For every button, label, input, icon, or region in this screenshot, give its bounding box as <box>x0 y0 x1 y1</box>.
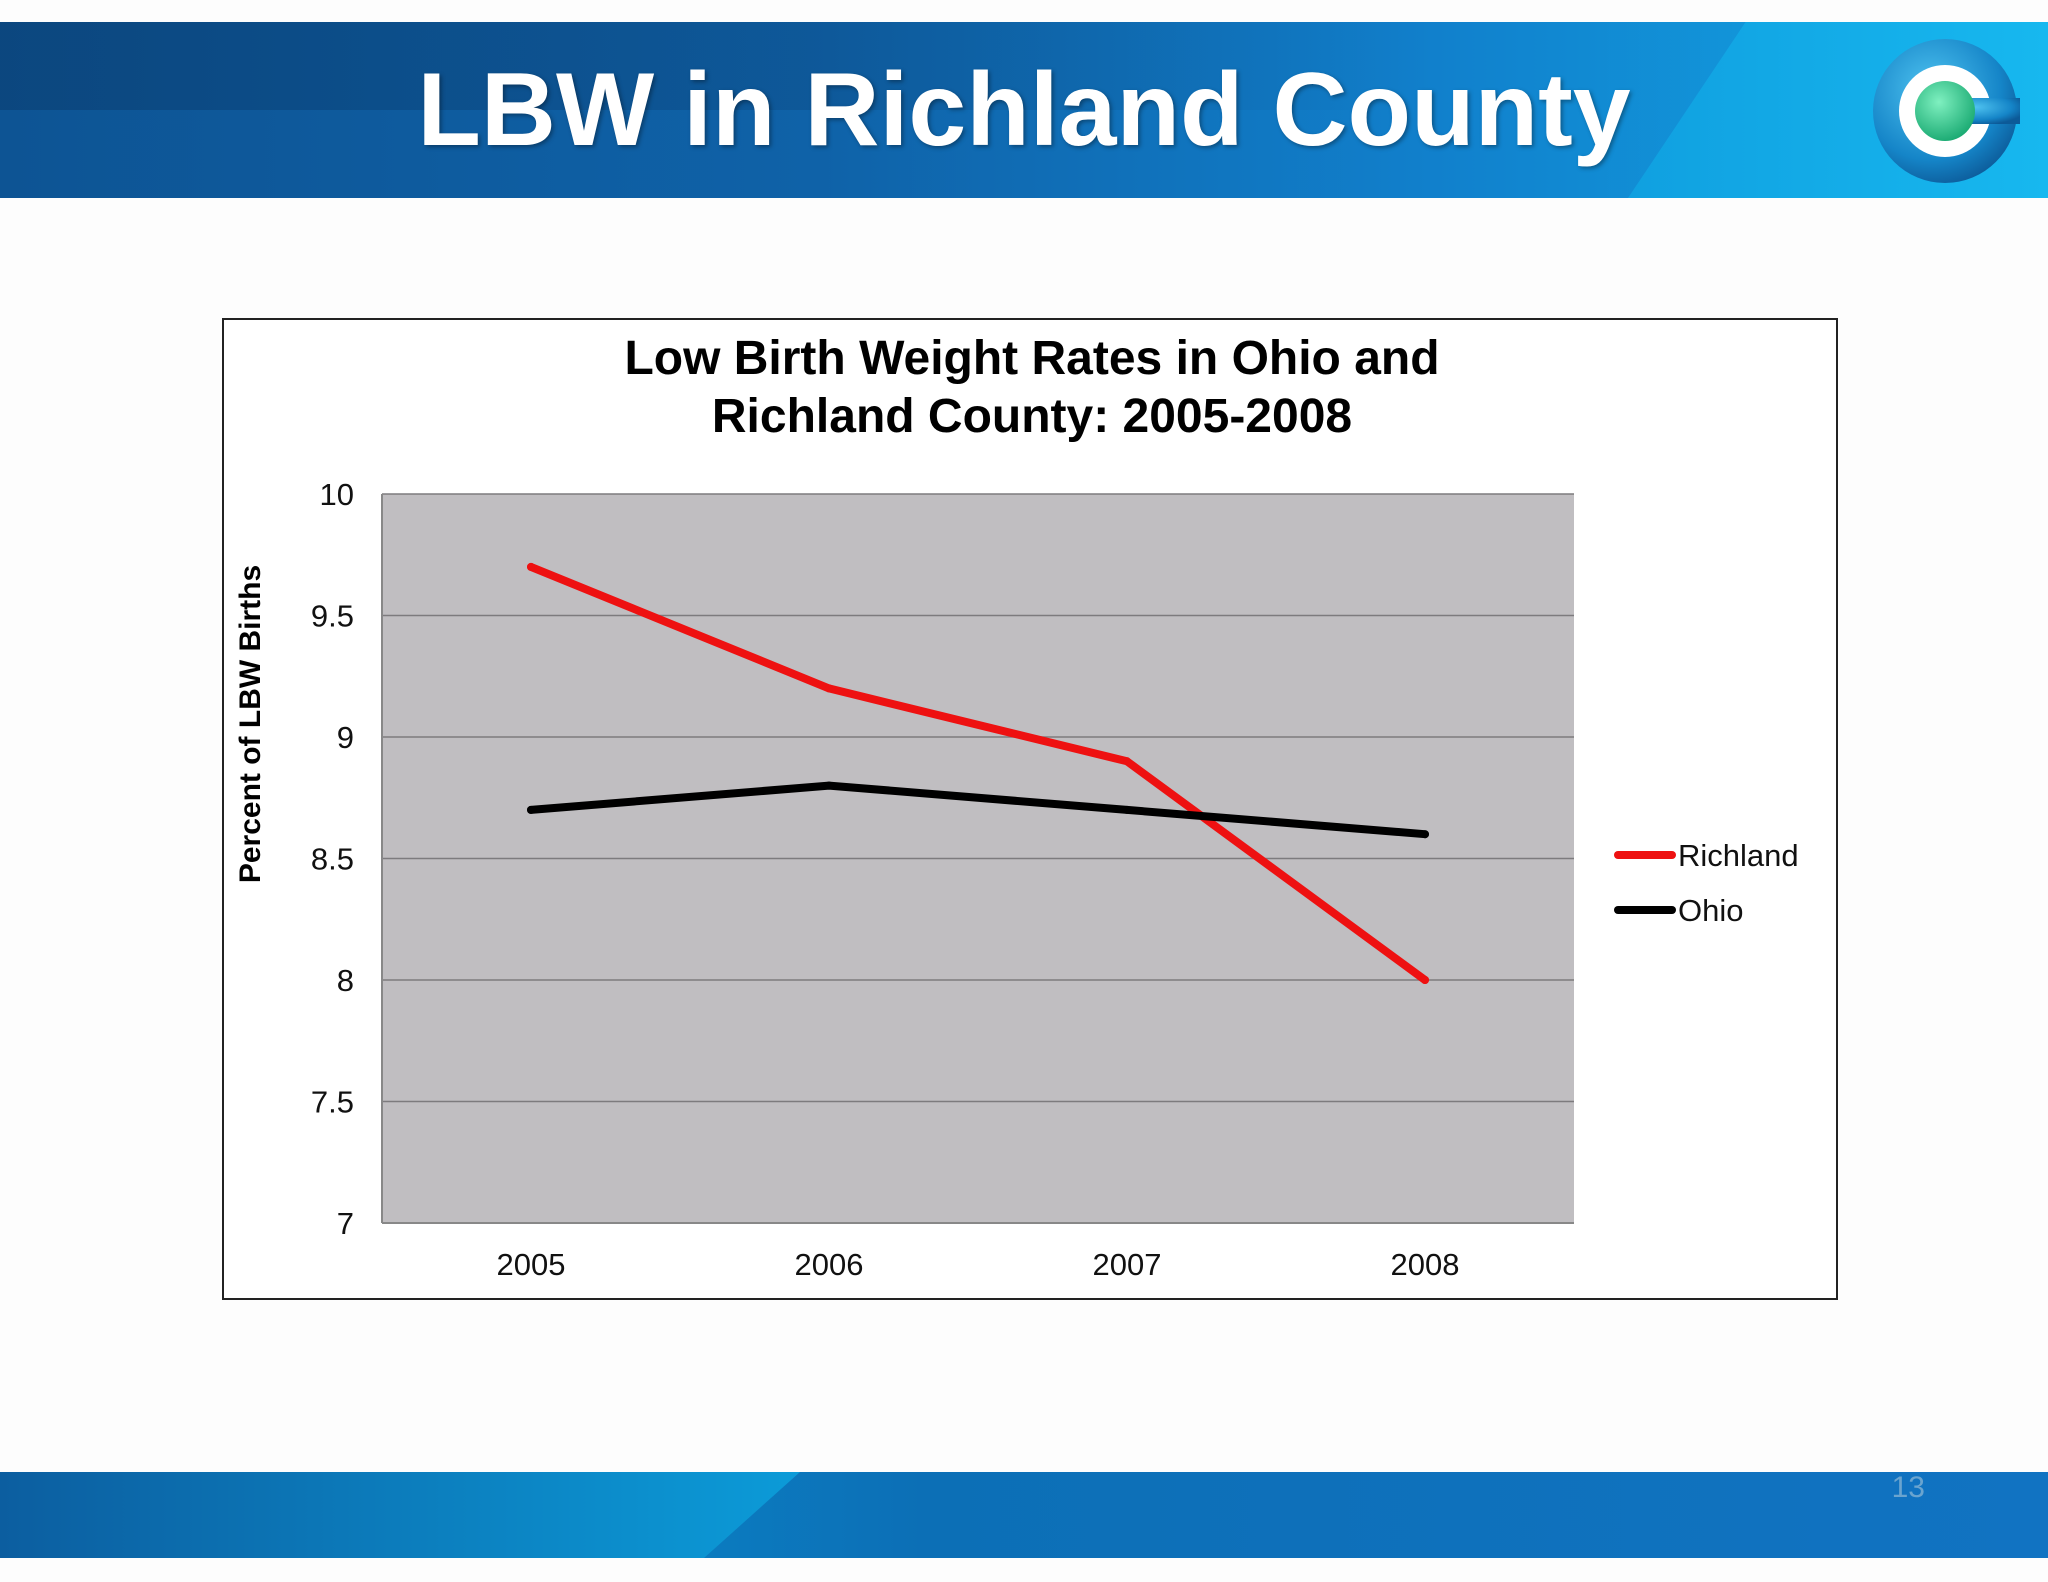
data-point-richland <box>1123 757 1131 766</box>
series-line-ohio <box>527 781 1429 839</box>
y-tick-label: 9 <box>337 720 354 755</box>
data-point-ohio <box>527 805 535 814</box>
y-axis-label: Percent of LBW Births <box>234 565 267 883</box>
y-tick-label: 7.5 <box>311 1085 354 1120</box>
chart-frame: Low Birth Weight Rates in Ohio and Richl… <box>222 318 1838 1300</box>
footer-accent <box>0 1472 800 1558</box>
x-tick-label: 2005 <box>497 1247 566 1282</box>
x-tick-label: 2007 <box>1093 1247 1162 1282</box>
y-tick-label: 8.5 <box>311 842 354 877</box>
chart-title-line-1: Low Birth Weight Rates in Ohio and <box>624 332 1439 385</box>
y-tick-label: 7 <box>337 1206 354 1241</box>
data-point-ohio <box>825 781 833 790</box>
data-point-ohio <box>1421 830 1429 839</box>
y-tick-label: 10 <box>320 477 354 512</box>
slide-title: LBW in Richland County <box>417 52 1631 168</box>
page-number: 13 <box>1891 1471 1925 1504</box>
data-point-richland <box>825 684 833 693</box>
series-line-richland <box>527 562 1429 984</box>
circle-c-logo-icon <box>1873 39 2020 183</box>
y-tick-label: 9.5 <box>311 599 354 634</box>
data-point-ohio <box>1123 805 1131 814</box>
legend-label-ohio: Ohio <box>1678 893 1743 928</box>
header-band <box>0 22 2048 198</box>
x-tick-label: 2008 <box>1391 1247 1460 1282</box>
line-chart: Low Birth Weight Rates in Ohio and Richl… <box>234 332 1799 1282</box>
legend-label-richland: Richland <box>1678 838 1799 873</box>
data-point-richland <box>527 562 535 571</box>
x-tick-label: 2006 <box>795 1247 864 1282</box>
footer-band <box>0 1472 2048 1558</box>
chart-title-line-2: Richland County: 2005-2008 <box>712 390 1352 443</box>
data-point-richland <box>1421 976 1429 984</box>
y-tick-label: 8 <box>337 963 354 998</box>
